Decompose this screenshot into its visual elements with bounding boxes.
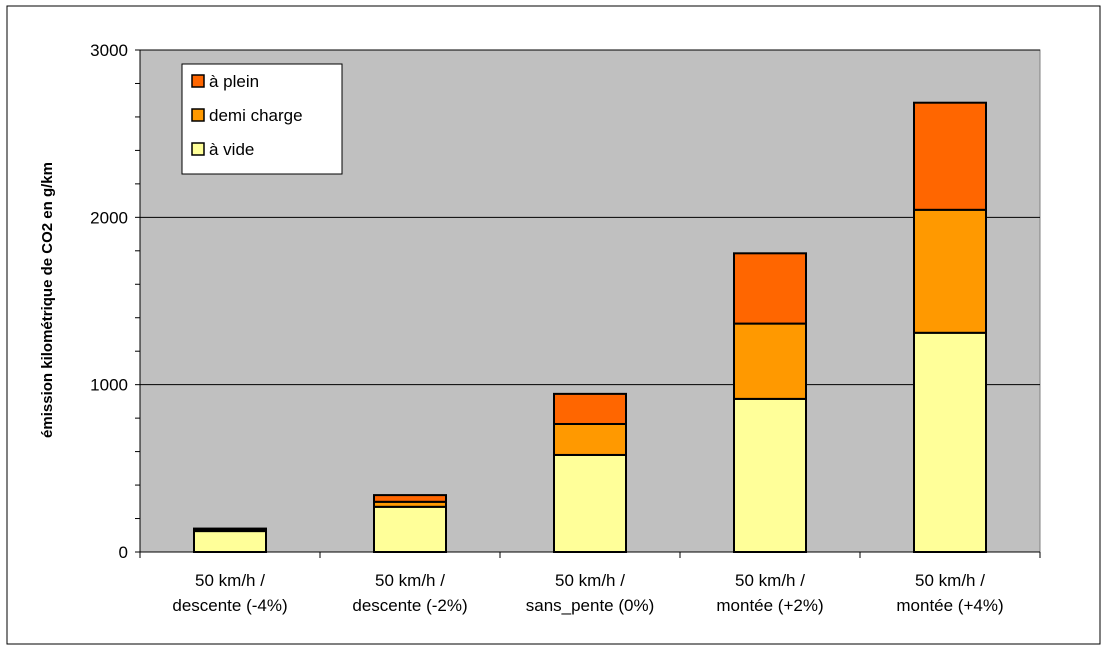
bar-segment: [913, 331, 987, 553]
bar-segment: [553, 392, 627, 425]
legend: à plein demi charge à vide: [181, 63, 343, 175]
y-tick-label: 1000: [90, 376, 128, 395]
x-tick-label: 50 km/h /: [375, 571, 445, 590]
bar-segment: [373, 505, 447, 554]
x-tick-label: descente (-2%): [352, 596, 467, 615]
bar-segment: [913, 208, 987, 334]
bar-segment: [913, 101, 987, 211]
gridlines: [140, 49, 1040, 386]
bar-segment: [373, 494, 447, 503]
x-tick-label: 50 km/h /: [735, 571, 805, 590]
bar-segment: [733, 252, 807, 325]
y-tick-label: 3000: [90, 41, 128, 60]
y-tick-label: 0: [119, 543, 128, 562]
y-axis-label: émission kilométrique de CO2 en g/km: [39, 162, 56, 438]
bar-segment: [733, 322, 807, 400]
bar-segment: [553, 453, 627, 553]
legend-swatch: [191, 142, 205, 156]
x-axis: 50 km/h / descente (-4%) 50 km/h / descente…: [139, 551, 1041, 615]
bar-segment: [193, 527, 267, 531]
x-tick-label: 50 km/h /: [195, 571, 265, 590]
legend-label: demi charge: [209, 106, 303, 125]
x-tick-label: 50 km/h /: [915, 571, 985, 590]
legend-label: à plein: [209, 72, 259, 91]
legend-swatch: [191, 108, 205, 122]
x-tick-label: montée (+4%): [896, 596, 1003, 615]
x-tick-label: 50 km/h /: [555, 571, 625, 590]
bar-segment: [733, 397, 807, 554]
legend-swatch: [191, 74, 205, 88]
bars: [193, 101, 987, 554]
legend-box: [181, 63, 343, 175]
y-tick-label: 2000: [90, 208, 128, 227]
bar-segment: [553, 422, 627, 456]
x-tick-label: montée (+2%): [716, 596, 823, 615]
x-tick-label: sans_pente (0%): [526, 596, 655, 615]
legend-label: à vide: [209, 140, 254, 159]
y-axis: 0 1000 2000 3000: [90, 41, 141, 562]
bar-segment: [193, 530, 267, 553]
x-tick-label: descente (-4%): [172, 596, 287, 615]
